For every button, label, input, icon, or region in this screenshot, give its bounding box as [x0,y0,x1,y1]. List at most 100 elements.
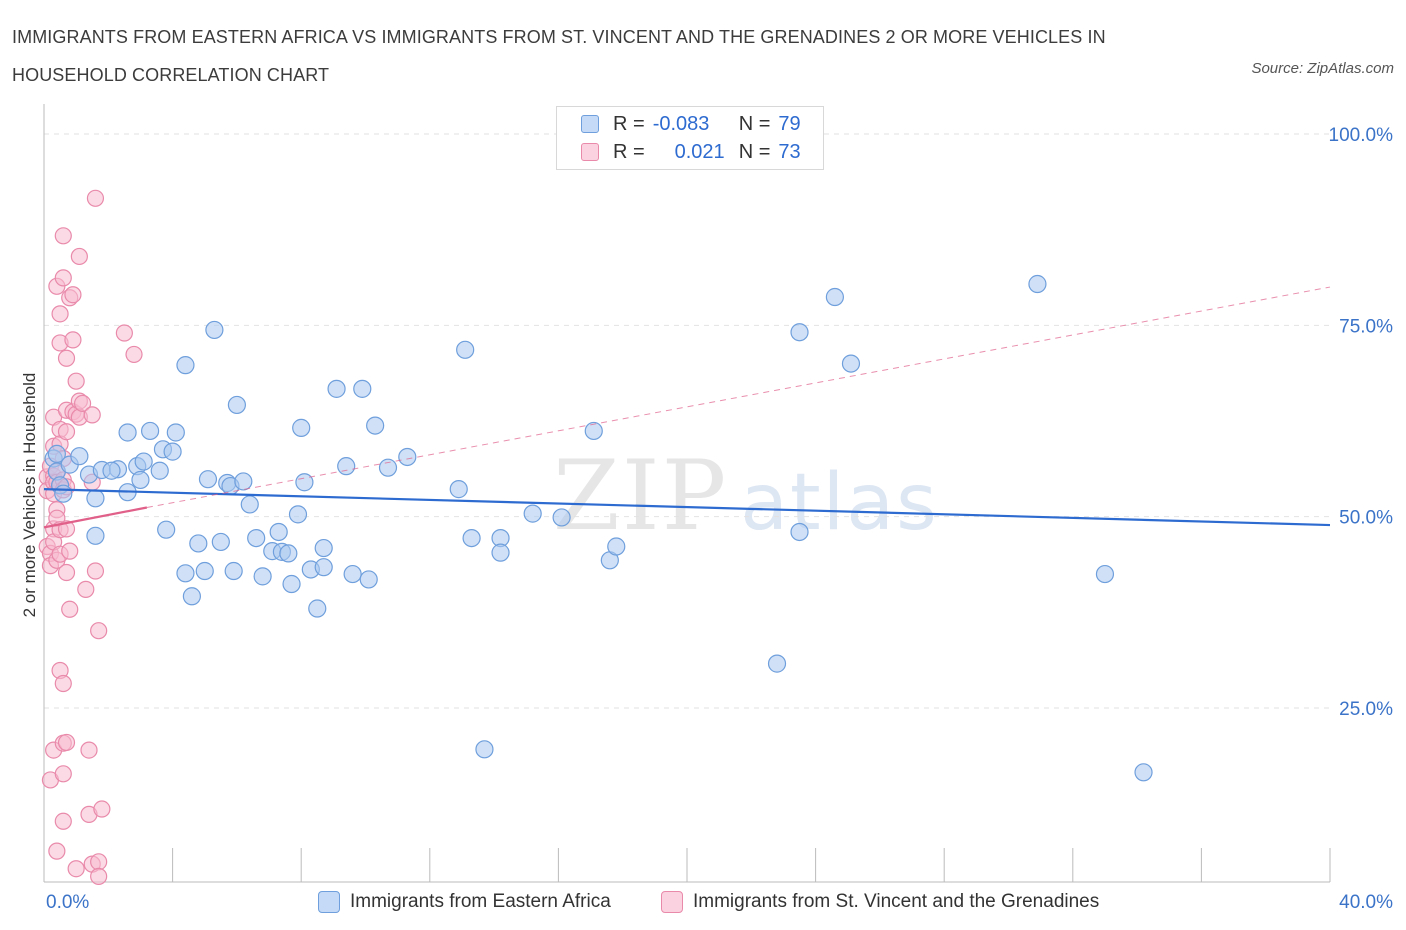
pink-trend-line [43,506,148,529]
bottom-legend-st-vincent: Immigrants from St. Vincent and the Gren… [661,888,1099,916]
chart-title: IMMIGRANTS FROM EASTERN AFRICA VS IMMIGR… [12,27,1106,85]
pink-point [57,563,76,582]
y-tick-label: 50.0% [1339,508,1393,529]
blue-point [205,320,224,340]
blue-point [134,452,153,471]
pink-point [64,331,82,349]
blue-point [584,421,603,441]
blue-point [157,520,176,539]
pink-swatch [581,143,599,161]
blue-point [308,599,327,618]
pink-point [48,842,66,860]
blue-point [86,526,105,545]
pink-point [54,765,72,783]
pink-point [57,733,76,752]
pink-point [80,741,98,759]
watermark-zip: ZIP [553,440,729,552]
pink-point [90,853,108,871]
tick-labels: 25.0% 50.0% 75.0% 100.0% 0.0% 40.0% [46,125,1393,913]
blue-point [70,447,89,466]
pink-point [70,247,88,266]
blue-point [359,570,378,589]
pink-point [51,305,69,323]
correlation-legend: R = -0.083 N = 79 R = 0.021 N = 73 [556,106,824,170]
data-points [38,189,1153,885]
pink-point [67,860,85,878]
trend-lines [43,286,1331,529]
y-tick-label: 75.0% [1339,316,1393,337]
source-label: Source: ZipAtlas.com [1251,60,1394,77]
blue-point [491,543,510,562]
pink-point [77,580,95,598]
blue-point [366,416,385,435]
blue-point [102,461,121,480]
pink-point [54,674,72,693]
blue-point [253,567,272,586]
pink-point [61,600,79,618]
blue-point [378,458,398,477]
pink-point [54,227,72,245]
blue-point [86,489,105,508]
pink-point [54,812,72,830]
blue-point [224,561,243,581]
blue-point [841,354,861,373]
legend-r-value: 0.021 [674,140,725,163]
pink-trend-extension [146,286,1331,508]
blue-point [552,508,571,527]
pink-point [54,269,72,287]
bottom-legend-eastern-africa: Immigrants from Eastern Africa [318,888,611,916]
blue-point [767,654,787,673]
pink-point [90,622,108,640]
legend-n-value: 79 [778,112,801,135]
pink-point [86,562,105,580]
pink-point [125,345,143,364]
pink-point [86,189,105,207]
blue-point [176,356,195,375]
x-tick-label: 40.0% [1339,892,1393,913]
blue-point [314,558,333,577]
watermark-atlas: atlas [740,458,939,548]
pink-swatch [661,891,683,913]
blue-point [398,447,417,467]
blue-point [176,564,195,583]
blue-point [343,564,362,584]
blue-point [523,504,542,523]
pink-point [67,372,85,390]
blue-point [166,423,185,442]
pink-point [64,286,82,304]
blue-point [456,340,475,359]
blue-trend-line [43,488,1331,527]
legend-n-value: 73 [778,140,801,163]
legend-r-label: R = [613,112,645,135]
blue-point [295,473,314,492]
blue-point [825,287,844,307]
legend-row-st-vincent: R = 0.021 N = 73 [581,139,801,165]
y-tick-label: 100.0% [1329,125,1394,146]
blue-point [195,561,214,581]
blue-point [607,537,626,556]
pink-point [93,800,111,818]
blue-point [314,538,333,558]
blue-point [182,587,201,606]
bottom-legend-label: Immigrants from Eastern Africa [350,891,611,912]
blue-point [449,480,468,499]
blue-point [54,484,73,503]
blue-point [211,532,230,552]
blue-point [790,323,809,342]
blue-point [1095,564,1115,584]
blue-point [234,472,253,491]
legend-n-label: N = [738,140,771,163]
gridlines [44,133,1330,709]
pink-point [61,542,79,560]
blue-point [288,505,308,524]
blue-point [240,495,259,514]
x-tick-label: 0.0% [46,892,89,913]
blue-point [140,421,160,441]
legend-r-value: -0.083 [652,112,710,135]
blue-point [269,522,288,542]
blue-point [327,379,346,398]
blue-point [279,544,298,563]
blue-point [131,470,150,490]
blue-swatch [318,891,340,913]
blue-point [790,522,809,542]
